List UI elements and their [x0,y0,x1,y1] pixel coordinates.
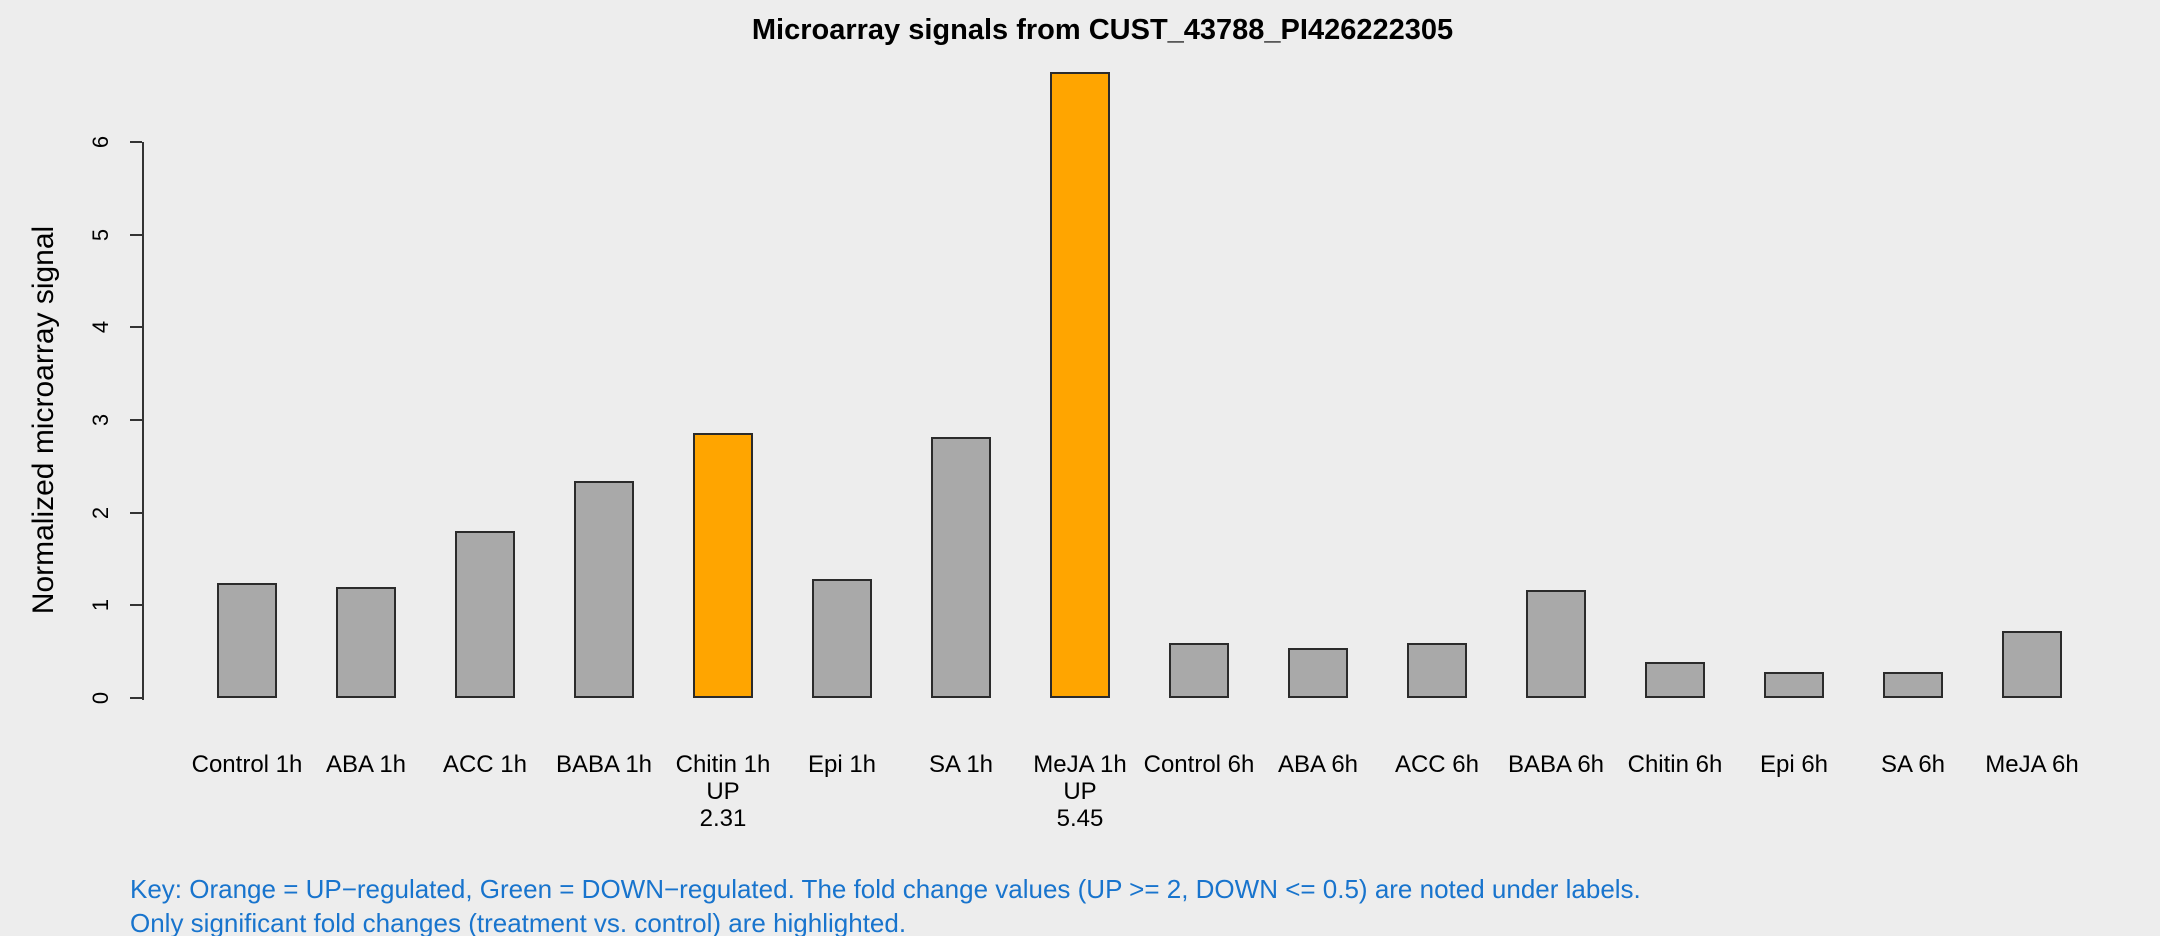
bar-fold-change: 2.31 [699,805,747,832]
x-label-block: ABA 6h [1228,751,1408,778]
key-line-2: Only significant fold changes (treatment… [130,908,907,936]
y-tick-label: 3 [88,413,113,427]
bar-label: MeJA 1h [1033,751,1127,778]
bar-label: Control 1h [191,751,303,778]
y-tick [130,511,142,514]
x-label-block: ACC 6h [1347,751,1527,778]
y-tick [130,697,142,699]
bar-baba-6h [1526,589,1586,698]
bar-label: Epi 6h [1759,751,1829,778]
x-label-block: Epi 1h [752,751,932,778]
y-tick-label: 4 [88,321,113,334]
y-tick-label: 2 [88,506,113,519]
bar-baba-1h [574,481,634,698]
bar-label: Chitin 6h [1627,751,1723,778]
x-label-block: Epi 6h [1704,751,1884,778]
bar-sa-1h [931,436,991,698]
bar-label: SA 6h [1880,751,1946,778]
x-label-block: BABA 1h [514,751,694,778]
bar-acc-6h [1407,643,1467,698]
y-tick-label: 0 [88,691,113,705]
y-axis-line [142,142,144,700]
x-label-block: Chitin 6h [1585,751,1765,778]
bar-regulation: UP [706,778,740,805]
bar-label: BABA 1h [555,751,653,778]
x-label-block: ABA 1h [276,751,456,778]
y-tick [130,233,142,236]
chart-title: Microarray signals from CUST_43788_PI426… [751,14,1454,46]
x-label-block: Control 6h [1109,751,1289,778]
x-label-block: MeJA 6h [1942,751,2122,778]
y-tick [130,326,142,329]
y-tick [130,418,142,421]
bar-epi-1h [812,579,872,698]
x-label-block: BABA 6h [1466,751,1646,778]
y-tick-label: 6 [88,135,113,149]
bar-control-1h [217,583,277,698]
bar-control-6h [1169,643,1229,698]
x-label-block: MeJA 1h UP 5.45 [990,751,1170,832]
y-tick-label: 5 [88,228,113,241]
bar-label: ABA 1h [325,751,407,778]
x-label-block: ACC 1h [395,751,575,778]
bar-chitin-1h [693,432,753,698]
bar-label: ACC 1h [442,751,528,778]
bar-label: BABA 6h [1507,751,1605,778]
x-label-block: SA 1h [871,751,1051,778]
bar-fold-change: 5.45 [1056,805,1104,832]
y-tick [130,140,142,143]
y-tick [130,604,142,607]
x-label-block: Chitin 1h UP 2.31 [633,751,813,832]
bar-sa-6h [1883,672,1943,698]
bar-regulation: UP [1063,778,1097,805]
bar-meja-6h [2002,631,2062,698]
bar-label: SA 1h [928,751,994,778]
bar-epi-6h [1764,672,1824,698]
y-tick-label: 1 [88,599,113,612]
bar-acc-1h [455,531,515,698]
bar-label: ACC 6h [1394,751,1480,778]
bar-label: MeJA 6h [1985,751,2079,778]
bar-chitin-6h [1645,661,1705,698]
bar-label: Epi 1h [807,751,877,778]
key-line-1: Key: Orange = UP−regulated, Green = DOWN… [130,874,1641,904]
bar-label: Control 6h [1143,751,1255,778]
bar-aba-1h [336,586,396,698]
bar-label: Chitin 1h [675,751,771,778]
y-axis-label: Normalized microarray signal [27,225,60,615]
bar-label: ABA 6h [1277,751,1359,778]
x-label-block: Control 1h [157,751,337,778]
bar-meja-1h [1050,71,1110,698]
bar-aba-6h [1288,647,1348,698]
x-label-block: SA 6h [1823,751,2003,778]
